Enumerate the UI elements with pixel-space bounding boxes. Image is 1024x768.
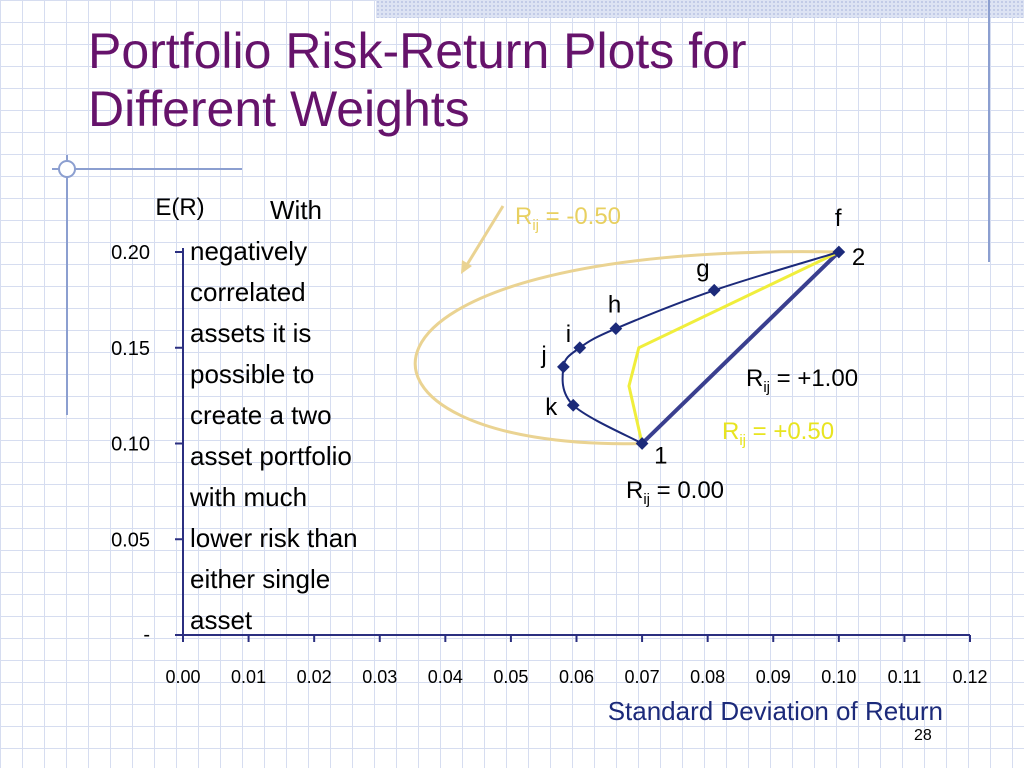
x-tick-label: 0.12 — [952, 667, 987, 687]
x-tick-label: 0.06 — [559, 667, 594, 687]
description-line: negatively — [190, 236, 308, 266]
series-label: Rij = -0.50 — [515, 203, 621, 234]
description-line: asset — [190, 605, 253, 635]
series-label: Rij = 0.00 — [626, 477, 724, 508]
description-line: either single — [190, 564, 331, 594]
x-tick-label: 0.00 — [165, 667, 200, 687]
description-line: possible to — [190, 359, 315, 389]
description-line: assets it is — [190, 318, 312, 348]
x-tick-label: 0.10 — [821, 667, 856, 687]
series-label-sub: ij — [643, 492, 650, 508]
series-label-value: = -0.50 — [539, 203, 621, 230]
title-line-1: Portfolio Risk-Return Plots for — [88, 23, 747, 79]
series-label-sub: ij — [739, 433, 746, 449]
series-label: Rij = +0.50 — [722, 418, 834, 449]
x-tick-label: 0.01 — [231, 667, 266, 687]
endpoint-label-2: 2 — [852, 244, 865, 271]
x-tick-label: 0.07 — [625, 667, 660, 687]
data-point-marker — [557, 360, 570, 374]
y-tick-label: 0.15 — [111, 338, 150, 360]
series-label-r: R — [722, 418, 739, 445]
y-tick-label: 0.05 — [111, 529, 150, 551]
series-label: Rij = +1.00 — [746, 365, 858, 396]
data-point-label: 1 — [654, 443, 667, 470]
page-number: 28 — [914, 727, 932, 744]
series-line-pos050 — [627, 250, 840, 444]
description-line: create a two — [190, 400, 332, 430]
series-label-r: R — [626, 477, 643, 504]
description-line: asset portfolio — [190, 441, 352, 471]
description-line: With — [270, 195, 322, 225]
x-tick-label: 0.05 — [493, 667, 528, 687]
pointer-arrow-line — [463, 205, 505, 269]
series-label-r: R — [515, 203, 532, 230]
data-point-label: k — [545, 394, 558, 421]
data-point-marker — [609, 322, 623, 335]
ring-bullet-icon — [58, 160, 76, 178]
title-decor-bar — [376, 0, 1024, 18]
description-line: with much — [190, 482, 308, 512]
data-point-marker — [707, 283, 721, 297]
series-line-pos100 — [640, 250, 841, 445]
x-tick-label: 0.03 — [362, 667, 397, 687]
series-label-value: = +1.00 — [770, 365, 858, 392]
series-label-r: R — [746, 365, 763, 392]
series-line-neg050 — [413, 250, 839, 446]
data-point-label: j — [540, 342, 546, 369]
y-tick-label: 0.10 — [111, 434, 150, 456]
description-text: With negatively correlated assets it is poss… — [190, 190, 420, 641]
y-tick-label: - — [143, 624, 150, 646]
data-point-label: i — [566, 321, 571, 348]
y-axis-label: E(R) — [155, 194, 204, 221]
right-decor-line — [988, 0, 990, 262]
data-point-label: f — [835, 205, 842, 232]
series-label-value: = 0.00 — [650, 477, 724, 504]
slide-title: Portfolio Risk-Return Plots for Differen… — [88, 22, 747, 138]
series-label-sub: ij — [763, 380, 770, 396]
x-axis-label: Standard Deviation of Return — [608, 696, 943, 726]
title-underline — [52, 168, 242, 170]
series-label-value: = +0.50 — [746, 418, 834, 445]
data-point-marker — [573, 341, 587, 355]
series-label-sub: ij — [532, 218, 539, 234]
data-point-label: g — [696, 255, 709, 282]
data-point-label: h — [608, 292, 621, 319]
y-tick-label: 0.20 — [111, 242, 150, 264]
pointer-arrow-head — [461, 260, 472, 274]
x-tick-label: 0.11 — [888, 667, 922, 687]
x-tick-label: 0.04 — [428, 667, 463, 687]
x-tick-label: 0.02 — [297, 667, 332, 687]
description-line: lower risk than — [190, 523, 358, 553]
description-line: correlated — [190, 277, 306, 307]
x-tick-label: 0.09 — [756, 667, 791, 687]
x-tick-label: 0.08 — [690, 667, 725, 687]
left-decor-line — [66, 155, 68, 415]
title-line-2: Different Weights — [88, 81, 470, 137]
